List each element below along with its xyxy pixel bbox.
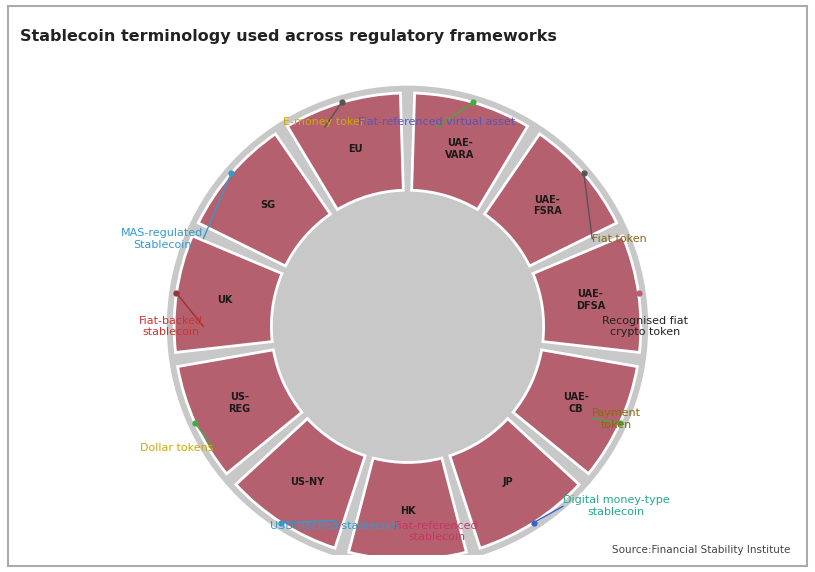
Text: Payment
token: Payment token [593, 408, 641, 430]
Text: UK: UK [217, 295, 232, 305]
Text: UAE-
FSRA: UAE- FSRA [533, 194, 562, 216]
Text: USD-backed stablecoin: USD-backed stablecoin [271, 521, 399, 531]
Circle shape [276, 195, 539, 458]
Text: US-NY: US-NY [291, 476, 324, 487]
Wedge shape [236, 419, 365, 548]
Text: MAS-regulated
Stablecoin: MAS-regulated Stablecoin [121, 228, 203, 249]
Wedge shape [198, 134, 330, 266]
Text: SG: SG [260, 200, 275, 210]
Text: Source:Financial Stability Institute: Source:Financial Stability Institute [612, 545, 791, 555]
Wedge shape [513, 350, 637, 474]
Text: US-
REG: US- REG [228, 392, 250, 414]
Text: UAE-
CB: UAE- CB [562, 392, 588, 414]
Text: Fiat token: Fiat token [593, 234, 647, 244]
Text: Digital money-type
stablecoin: Digital money-type stablecoin [563, 495, 670, 517]
Text: Stablecoin terminology used across regulatory frameworks: Stablecoin terminology used across regul… [20, 29, 557, 43]
Text: HK: HK [399, 506, 416, 516]
Wedge shape [349, 458, 466, 559]
Wedge shape [450, 419, 579, 548]
Text: E-money token: E-money token [283, 117, 367, 127]
Text: UAE-
VARA: UAE- VARA [445, 138, 474, 160]
Wedge shape [288, 93, 403, 209]
Wedge shape [412, 93, 527, 209]
Wedge shape [167, 86, 648, 567]
Text: Fiat-referenced
stablecoin: Fiat-referenced stablecoin [394, 521, 479, 542]
Text: UAE-
DFSA: UAE- DFSA [575, 289, 605, 311]
Text: Fiat-backed
stablecoin: Fiat-backed stablecoin [139, 316, 203, 337]
Wedge shape [174, 236, 282, 352]
Wedge shape [178, 350, 302, 474]
Text: JP: JP [502, 476, 513, 487]
Text: EU: EU [348, 144, 363, 154]
Text: Recognised fiat
crypto token: Recognised fiat crypto token [602, 316, 688, 337]
Text: Fiat-referenced virtual asset: Fiat-referenced virtual asset [358, 117, 515, 127]
Wedge shape [485, 134, 617, 266]
Text: Dollar tokens: Dollar tokens [139, 443, 213, 453]
Wedge shape [533, 236, 641, 352]
